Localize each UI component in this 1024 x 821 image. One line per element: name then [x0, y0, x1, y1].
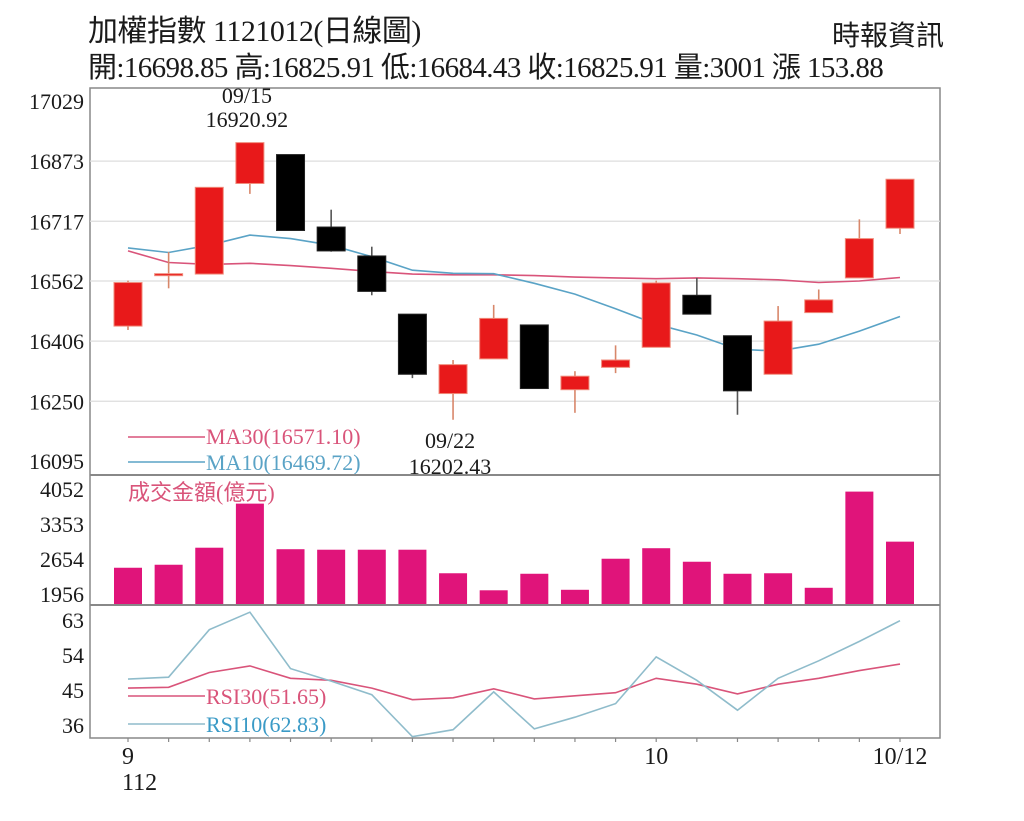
candle-up [479, 317, 509, 360]
candle-up [194, 186, 224, 275]
candle-down [276, 154, 306, 232]
x-axis-label: 9 [122, 744, 134, 770]
volume-bar [398, 549, 427, 604]
x-axis-label: 10/12 [873, 744, 928, 770]
rsi-tick-label: 36 [62, 713, 84, 738]
volume-bar [886, 541, 914, 604]
volume-bar [154, 564, 183, 604]
rsi10-line [127, 611, 901, 738]
chart-title: 加權指數 1121012(日線圖) [88, 15, 421, 48]
volume-panel-title: 成交金額(億元) [128, 480, 275, 505]
candle-up [885, 178, 915, 229]
price-tick-label: 17029 [29, 89, 84, 114]
volume-tick-label: 4052 [40, 477, 84, 502]
price-tick-label: 16873 [29, 149, 84, 174]
volume-bar [479, 590, 508, 604]
volume-bar [560, 589, 589, 604]
volume-tick-label: 1956 [40, 582, 84, 607]
price-tick-label: 16562 [29, 269, 84, 294]
price-tick-label: 16406 [29, 329, 84, 354]
rsi-tick-label: 63 [62, 608, 84, 633]
ohlc-summary: 開:16698.85 高:16825.91 低:16684.43 收:16825… [88, 52, 884, 84]
ma30-line [127, 250, 901, 284]
volume-bar [357, 549, 386, 604]
ma30-legend: MA30(16571.10) [206, 424, 361, 449]
rsi30-line [127, 663, 901, 701]
candle-up [601, 359, 631, 368]
low-date-annotation: 09/22 [425, 428, 475, 453]
high-value-annotation: 16920.92 [206, 107, 289, 132]
rsi-tick-label: 45 [62, 678, 84, 703]
volume-bar [317, 549, 346, 604]
rsi-tick-label: 54 [62, 643, 84, 668]
volume-bar [845, 491, 874, 604]
volume-tick-label: 2654 [40, 547, 84, 572]
volume-bar [520, 573, 549, 604]
volume-bar [682, 561, 711, 604]
volume-bar [114, 567, 142, 604]
price-tick-label: 16095 [29, 449, 84, 474]
volume-bar [195, 547, 224, 604]
volume-bar [276, 549, 305, 604]
candle-up [844, 238, 874, 279]
candle-up [113, 282, 143, 327]
volume-bar [439, 573, 468, 604]
x-axis-year-label: 112 [122, 770, 157, 796]
candle-up [560, 375, 590, 391]
volume-bar [642, 548, 671, 604]
candle-down [722, 335, 752, 392]
candle-down [397, 313, 427, 375]
candle-up [438, 364, 468, 395]
rsi30-legend: RSI30(51.65) [206, 684, 326, 709]
candle-up [804, 299, 834, 314]
candle-up [641, 282, 671, 348]
candle-down [519, 324, 549, 390]
volume-bar [601, 558, 630, 604]
volume-tick-label: 3353 [40, 512, 84, 537]
price-tick-label: 16717 [29, 209, 84, 234]
source-label: 時報資訊 [831, 21, 944, 52]
candle-down [316, 226, 346, 252]
rsi10-legend: RSI10(62.83) [206, 712, 326, 737]
volume-bar [235, 503, 264, 604]
volume-bar [764, 573, 793, 604]
candle-down [357, 255, 387, 292]
ma10-legend: MA10(16469.72) [206, 450, 361, 475]
plot-frame [89, 87, 941, 739]
price-tick-label: 16250 [29, 389, 84, 414]
x-axis-label: 10 [644, 744, 668, 770]
candle-down [682, 294, 712, 315]
volume-bar [723, 573, 752, 604]
candle-up [235, 142, 265, 184]
high-date-annotation: 09/15 [222, 83, 272, 108]
candle-up [154, 273, 184, 277]
candle-up [763, 320, 793, 375]
volume-bar [804, 587, 833, 604]
